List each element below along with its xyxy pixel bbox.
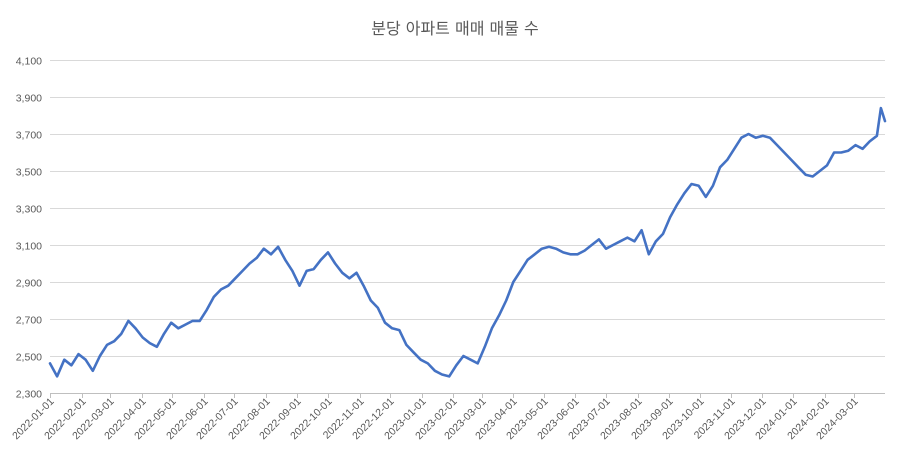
y-tick-label: 2,300 (16, 389, 42, 401)
y-tick-label: 3,900 (16, 93, 42, 105)
y-axis: 2,300 2,500 2,700 2,900 3,100 3,300 3,500 3,700… (16, 56, 42, 401)
y-tick-label: 2,900 (16, 278, 42, 290)
y-tick-label: 2,700 (16, 315, 42, 327)
y-tick-label: 3,500 (16, 167, 42, 179)
y-tick-label: 4,100 (16, 56, 42, 68)
chart-title: 분당 아파트 매매 매물 수 (371, 19, 539, 38)
y-tick-label: 3,100 (16, 241, 42, 253)
series-layer (48, 106, 887, 378)
y-tick-label: 3,300 (16, 204, 42, 216)
y-tick-label: 3,700 (16, 130, 42, 142)
gridlines (50, 60, 885, 357)
series-line (48, 106, 887, 378)
x-axis: 2022-01-012022-02-012022-03-012022-04-01… (10, 393, 885, 442)
y-tick-label: 2,500 (16, 352, 42, 364)
